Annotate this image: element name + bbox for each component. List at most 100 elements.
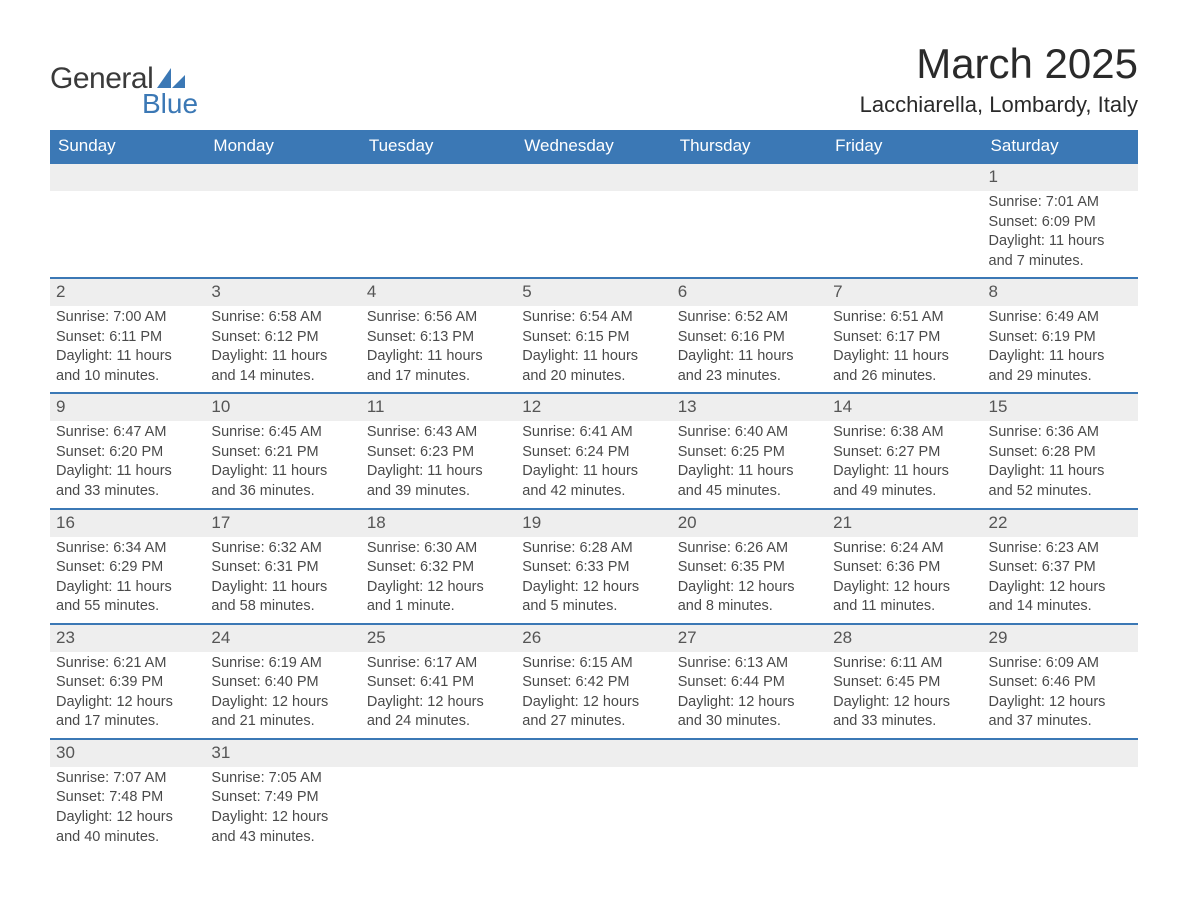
day-number-cell xyxy=(361,163,516,191)
daylight-text: Daylight: 12 hours and 5 minutes. xyxy=(522,578,665,617)
sunrise-text: Sunrise: 6:11 AM xyxy=(833,654,976,674)
day-details-cell: Sunrise: 6:23 AMSunset: 6:37 PMDaylight:… xyxy=(983,537,1138,624)
sunrise-text: Sunrise: 6:43 AM xyxy=(367,423,510,443)
sunrise-text: Sunrise: 7:07 AM xyxy=(56,769,199,789)
daylight-text: Daylight: 12 hours and 30 minutes. xyxy=(678,693,821,732)
day-number-cell xyxy=(205,163,360,191)
sunset-text: Sunset: 6:31 PM xyxy=(211,558,354,578)
day-number-cell xyxy=(516,163,671,191)
daylight-text: Daylight: 11 hours and 52 minutes. xyxy=(989,462,1132,501)
day-number-cell: 4 xyxy=(361,278,516,306)
sunrise-text: Sunrise: 6:30 AM xyxy=(367,539,510,559)
sunrise-text: Sunrise: 7:05 AM xyxy=(211,769,354,789)
day-header: Wednesday xyxy=(516,130,671,163)
day-details-cell: Sunrise: 6:38 AMSunset: 6:27 PMDaylight:… xyxy=(827,421,982,508)
sunset-text: Sunset: 6:15 PM xyxy=(522,328,665,348)
sunset-text: Sunset: 6:21 PM xyxy=(211,443,354,463)
day-number-cell: 23 xyxy=(50,624,205,652)
day-number-row: 1 xyxy=(50,163,1138,191)
sunset-text: Sunset: 6:27 PM xyxy=(833,443,976,463)
day-number-cell: 22 xyxy=(983,509,1138,537)
day-number-cell xyxy=(827,739,982,767)
day-details-cell: Sunrise: 6:58 AMSunset: 6:12 PMDaylight:… xyxy=(205,306,360,393)
logo: General Blue xyxy=(50,64,198,118)
day-details-cell: Sunrise: 6:17 AMSunset: 6:41 PMDaylight:… xyxy=(361,652,516,739)
daylight-text: Daylight: 12 hours and 27 minutes. xyxy=(522,693,665,732)
day-details-row: Sunrise: 7:00 AMSunset: 6:11 PMDaylight:… xyxy=(50,306,1138,393)
day-number-cell: 11 xyxy=(361,393,516,421)
daylight-text: Daylight: 11 hours and 20 minutes. xyxy=(522,347,665,386)
day-number-cell: 12 xyxy=(516,393,671,421)
day-number-cell xyxy=(983,739,1138,767)
sunset-text: Sunset: 6:37 PM xyxy=(989,558,1132,578)
sunrise-text: Sunrise: 7:01 AM xyxy=(989,193,1132,213)
daylight-text: Daylight: 11 hours and 23 minutes. xyxy=(678,347,821,386)
sunrise-text: Sunrise: 6:28 AM xyxy=(522,539,665,559)
day-details-cell: Sunrise: 6:24 AMSunset: 6:36 PMDaylight:… xyxy=(827,537,982,624)
logo-text-blue: Blue xyxy=(142,90,198,118)
sunrise-text: Sunrise: 6:38 AM xyxy=(833,423,976,443)
day-number-cell: 26 xyxy=(516,624,671,652)
day-details-cell: Sunrise: 7:01 AMSunset: 6:09 PMDaylight:… xyxy=(983,191,1138,278)
daylight-text: Daylight: 12 hours and 1 minute. xyxy=(367,578,510,617)
day-details-cell: Sunrise: 6:54 AMSunset: 6:15 PMDaylight:… xyxy=(516,306,671,393)
daylight-text: Daylight: 12 hours and 14 minutes. xyxy=(989,578,1132,617)
sunrise-text: Sunrise: 6:49 AM xyxy=(989,308,1132,328)
sunrise-text: Sunrise: 7:00 AM xyxy=(56,308,199,328)
daylight-text: Daylight: 12 hours and 8 minutes. xyxy=(678,578,821,617)
day-details-cell: Sunrise: 6:43 AMSunset: 6:23 PMDaylight:… xyxy=(361,421,516,508)
day-details-cell: Sunrise: 6:30 AMSunset: 6:32 PMDaylight:… xyxy=(361,537,516,624)
daylight-text: Daylight: 12 hours and 43 minutes. xyxy=(211,808,354,847)
day-number-cell: 7 xyxy=(827,278,982,306)
day-details-cell xyxy=(205,191,360,278)
day-details-cell xyxy=(361,767,516,853)
daylight-text: Daylight: 12 hours and 33 minutes. xyxy=(833,693,976,732)
daylight-text: Daylight: 11 hours and 26 minutes. xyxy=(833,347,976,386)
day-details-cell: Sunrise: 6:26 AMSunset: 6:35 PMDaylight:… xyxy=(672,537,827,624)
sunset-text: Sunset: 6:40 PM xyxy=(211,673,354,693)
sunset-text: Sunset: 6:33 PM xyxy=(522,558,665,578)
day-details-cell xyxy=(827,767,982,853)
sunrise-text: Sunrise: 6:17 AM xyxy=(367,654,510,674)
day-number-cell: 27 xyxy=(672,624,827,652)
sunset-text: Sunset: 6:45 PM xyxy=(833,673,976,693)
day-number-row: 23242526272829 xyxy=(50,624,1138,652)
day-details-row: Sunrise: 6:21 AMSunset: 6:39 PMDaylight:… xyxy=(50,652,1138,739)
daylight-text: Daylight: 11 hours and 36 minutes. xyxy=(211,462,354,501)
day-details-row: Sunrise: 7:01 AMSunset: 6:09 PMDaylight:… xyxy=(50,191,1138,278)
day-number-cell: 16 xyxy=(50,509,205,537)
sunset-text: Sunset: 6:19 PM xyxy=(989,328,1132,348)
sunset-text: Sunset: 6:39 PM xyxy=(56,673,199,693)
month-title: March 2025 xyxy=(860,40,1138,88)
day-details-cell: Sunrise: 6:52 AMSunset: 6:16 PMDaylight:… xyxy=(672,306,827,393)
sunrise-text: Sunrise: 6:54 AM xyxy=(522,308,665,328)
day-number-cell: 24 xyxy=(205,624,360,652)
day-details-cell xyxy=(672,191,827,278)
daylight-text: Daylight: 11 hours and 58 minutes. xyxy=(211,578,354,617)
day-number-row: 16171819202122 xyxy=(50,509,1138,537)
sunrise-text: Sunrise: 6:19 AM xyxy=(211,654,354,674)
day-number-row: 3031 xyxy=(50,739,1138,767)
sunset-text: Sunset: 6:09 PM xyxy=(989,213,1132,233)
day-details-cell: Sunrise: 6:09 AMSunset: 6:46 PMDaylight:… xyxy=(983,652,1138,739)
daylight-text: Daylight: 11 hours and 55 minutes. xyxy=(56,578,199,617)
logo-text-general: General xyxy=(50,64,153,94)
day-number-cell: 13 xyxy=(672,393,827,421)
sunset-text: Sunset: 7:48 PM xyxy=(56,788,199,808)
day-header: Tuesday xyxy=(361,130,516,163)
sunset-text: Sunset: 6:46 PM xyxy=(989,673,1132,693)
day-number-cell: 14 xyxy=(827,393,982,421)
sunrise-text: Sunrise: 6:15 AM xyxy=(522,654,665,674)
daylight-text: Daylight: 11 hours and 39 minutes. xyxy=(367,462,510,501)
sunrise-text: Sunrise: 6:34 AM xyxy=(56,539,199,559)
day-details-cell: Sunrise: 6:19 AMSunset: 6:40 PMDaylight:… xyxy=(205,652,360,739)
day-details-cell: Sunrise: 6:51 AMSunset: 6:17 PMDaylight:… xyxy=(827,306,982,393)
day-number-cell: 18 xyxy=(361,509,516,537)
daylight-text: Daylight: 11 hours and 45 minutes. xyxy=(678,462,821,501)
day-details-cell xyxy=(827,191,982,278)
sunset-text: Sunset: 6:24 PM xyxy=(522,443,665,463)
day-number-cell: 6 xyxy=(672,278,827,306)
title-block: March 2025 Lacchiarella, Lombardy, Italy xyxy=(860,40,1138,118)
sunset-text: Sunset: 6:35 PM xyxy=(678,558,821,578)
day-details-cell: Sunrise: 6:15 AMSunset: 6:42 PMDaylight:… xyxy=(516,652,671,739)
